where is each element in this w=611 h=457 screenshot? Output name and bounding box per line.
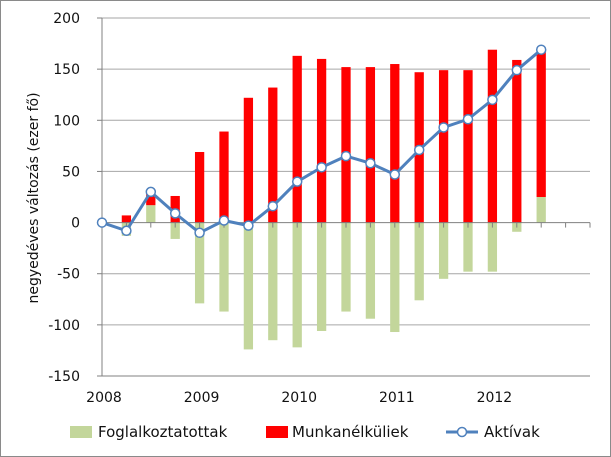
bar-munkanelkuliek [121,215,132,223]
bar-foglalkoztatottak [438,222,449,279]
aktivak-point [121,225,132,237]
y-tick-label: 200 [53,11,80,27]
bar-foglalkoztatottak [243,222,254,350]
bar-munkanelkuliek [341,67,351,223]
x-tick-label: 2010 [281,390,317,406]
bar-foglalkoztatottak [292,222,302,348]
bar-munkanelkuliek [438,70,449,223]
aktivak-point [243,220,254,231]
aktivak-point [438,122,449,133]
aktivak-point [291,176,303,187]
aktivak-point [413,144,425,156]
aktivak-point [267,200,279,212]
legend-label-aktivak: Aktívak [484,423,540,441]
bar-foglalkoztatottak [194,222,205,304]
aktivak-point [340,150,352,162]
tick-labels: 200 150 100 50 0 -50 -100 -150 2008 2009 2010 2011 2… [48,11,512,406]
aktivak-point [511,64,523,76]
aktivak-point [145,186,157,198]
aktivak-point [96,217,108,228]
y-tick-label: -100 [48,318,80,334]
x-tick-label: 2008 [86,390,122,406]
bar-munkanelkuliek [536,47,546,197]
aktivak-point [169,208,181,219]
bar-foglalkoztatottak [316,222,327,331]
axes [97,17,591,377]
bar-foglalkoztatottak [170,222,180,239]
bars [121,47,546,350]
bar-munkanelkuliek [243,97,254,223]
bar-munkanelkuliek [219,131,229,223]
bar-foglalkoztatottak [146,205,156,223]
y-tick-label: 50 [62,164,80,180]
bar-munkanelkuliek [463,70,473,223]
bar-munkanelkuliek [268,87,278,223]
legend: Foglalkoztatottak Munkanélküliek Aktívak [70,423,540,441]
aktivak-point [535,44,547,55]
bar-munkanelkuliek [292,55,302,223]
aktivak-point [389,169,401,180]
bar-munkanelkuliek [487,49,498,223]
legend-swatch-munkanelkuliek [266,426,288,438]
legend-label-foglalkoztatottak: Foglalkoztatottak [98,423,228,441]
aktivak-point [487,94,498,106]
aktivak-line [96,44,547,239]
aktivak-point [365,157,376,169]
bar-munkanelkuliek [365,67,376,223]
bar-foglalkoztatottak [390,222,400,333]
aktivak-point [194,227,205,239]
bar-munkanelkuliek [316,58,327,223]
x-tick-label: 2012 [477,390,513,406]
aktivak-point [316,162,327,173]
bar-munkanelkuliek [512,59,522,223]
y-tick-label: 100 [53,113,80,129]
x-tick-label: 2011 [379,390,415,406]
bar-foglalkoztatottak [219,222,229,312]
legend-marker-aktivak [456,426,468,438]
y-tick-label: -150 [48,369,80,385]
bar-foglalkoztatottak [414,222,424,301]
bar-foglalkoztatottak [365,222,376,319]
bar-munkanelkuliek [194,151,205,223]
aktivak-point [462,114,474,125]
bar-foglalkoztatottak [536,197,546,223]
legend-label-munkanelkuliek: Munkanélküliek [292,423,409,441]
bar-foglalkoztatottak [487,222,498,272]
x-tick-label: 2009 [184,390,220,406]
bar-munkanelkuliek [390,64,400,223]
aktivak-point [218,215,230,226]
y-tick-label: 0 [71,216,80,232]
bar-foglalkoztatottak [463,222,473,272]
bar-munkanelkuliek [146,191,156,206]
bar-foglalkoztatottak [341,222,351,312]
y-tick-label: -50 [57,267,80,283]
legend-swatch-foglalkoztatottak [70,426,92,438]
bar-foglalkoztatottak [268,222,278,341]
y-tick-label: 150 [53,62,80,78]
y-axis-label: negyedéves változás (ezer fő) [26,92,42,303]
